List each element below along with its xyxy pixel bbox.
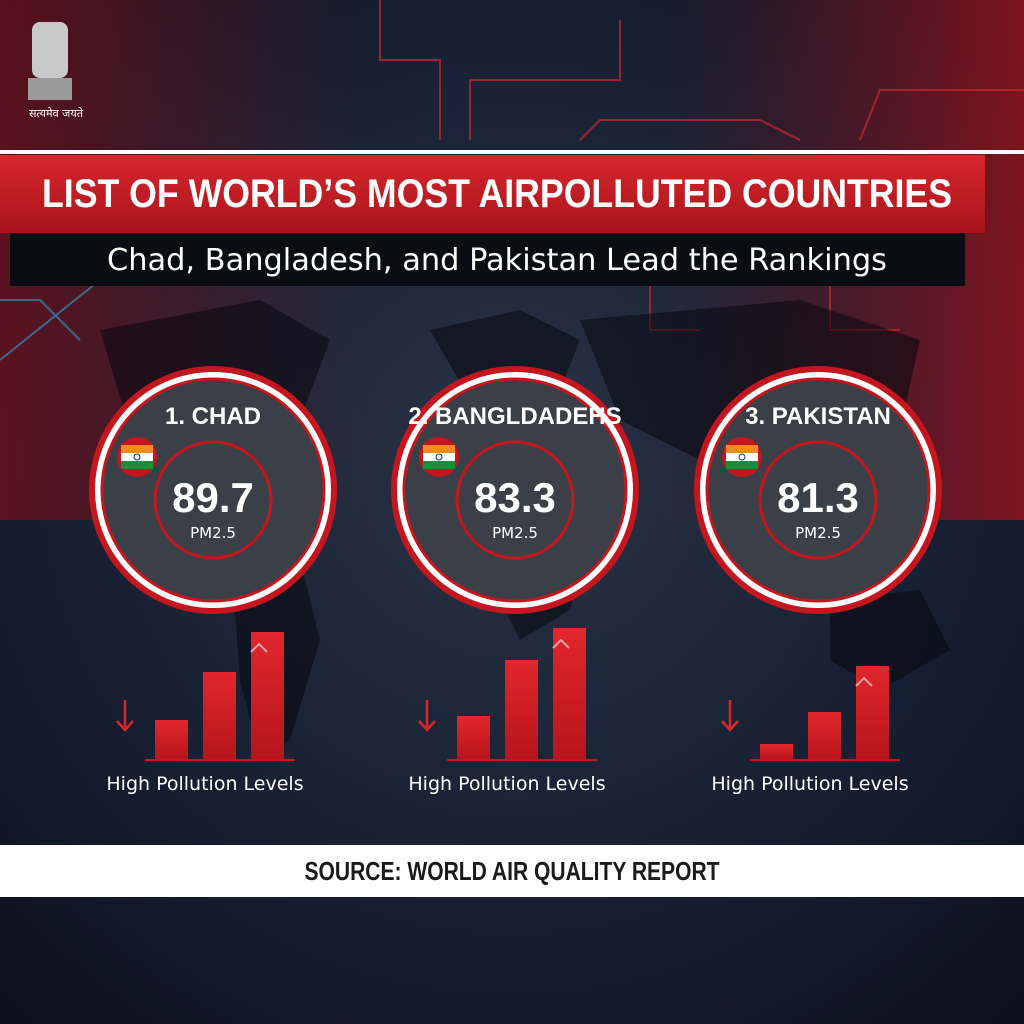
flag-green	[726, 461, 758, 469]
pollution-value: 81.3	[777, 474, 859, 521]
title: LIST OF WORLD’S MOST AIRPOLLUTED COUNTRI…	[42, 172, 952, 216]
flag-green	[121, 461, 153, 469]
inner-disc	[402, 377, 628, 603]
decor-bar	[251, 632, 284, 760]
rank-label: 2. BANGLDADEHS	[408, 403, 621, 430]
country-card: 2. BANGLDADEHS 83.3 PM2.5 High Pollution Le…	[391, 366, 639, 795]
country-card: 1. CHAD 89.7 PM2.5 High Pollution Levels	[89, 366, 337, 795]
flag-saffron	[726, 445, 758, 453]
flag-green	[423, 461, 455, 469]
rank-label: 1. CHAD	[165, 403, 261, 430]
banner-rule	[0, 150, 1024, 154]
rank-label: 3. PAKISTAN	[745, 403, 891, 430]
caption: High Pollution Levels	[408, 773, 605, 795]
subtitle: Chad, Bangladesh, and Pakistan Lead the …	[107, 243, 887, 278]
flag-chakra	[738, 453, 746, 461]
decor-bar	[505, 660, 538, 760]
emblem-motto: सत्यमेव जयते	[29, 107, 84, 120]
caption: High Pollution Levels	[106, 773, 303, 795]
down-arrow	[116, 700, 134, 732]
value-ring	[455, 440, 575, 560]
emblem: सत्यमेव जयते	[28, 22, 84, 120]
decor-bar	[760, 744, 793, 760]
pollution-value: 83.3	[474, 474, 556, 521]
flag-saffron	[423, 445, 455, 453]
value-ring	[758, 440, 878, 560]
caption: High Pollution Levels	[711, 773, 908, 795]
footer-bar	[0, 845, 1024, 897]
flag-saffron	[121, 445, 153, 453]
flag-white	[121, 453, 153, 461]
circuit-lines-blue	[0, 279, 101, 361]
country-card: 3. PAKISTAN 81.3 PM2.5 High Pollution Level…	[694, 366, 942, 795]
inner-disc	[705, 377, 931, 603]
flag-chakra	[435, 453, 443, 461]
title-banner	[0, 155, 985, 233]
unit: PM2.5	[190, 524, 236, 542]
decor-bar	[203, 672, 236, 760]
decor-bar	[553, 628, 586, 760]
up-caret	[552, 638, 570, 649]
up-caret	[855, 676, 873, 687]
down-arrow	[418, 700, 436, 732]
value-ring	[153, 440, 273, 560]
flag-chakra	[133, 453, 141, 461]
flag-white	[423, 453, 455, 461]
decor-bar	[457, 716, 490, 760]
flag-white	[726, 453, 758, 461]
inner-disc	[100, 377, 326, 603]
up-caret	[250, 642, 268, 653]
down-arrow	[721, 700, 739, 732]
pollution-value: 89.7	[172, 474, 254, 521]
source: SOURCE: WORLD AIR QUALITY REPORT	[305, 856, 720, 886]
decor-bar	[155, 720, 188, 760]
unit: PM2.5	[795, 524, 841, 542]
decor-bar	[808, 712, 841, 760]
subtitle-bar	[10, 233, 965, 286]
unit: PM2.5	[492, 524, 538, 542]
circuit-lines	[379, 0, 1024, 331]
